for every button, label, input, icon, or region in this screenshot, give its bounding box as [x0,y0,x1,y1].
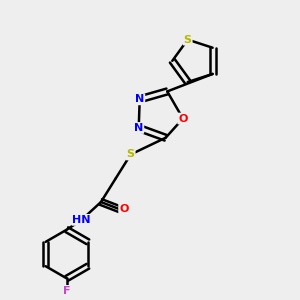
Text: S: S [127,149,135,160]
Text: S: S [184,34,192,45]
Text: F: F [63,286,70,296]
Text: N: N [134,123,143,133]
Text: O: O [178,114,188,124]
Text: HN: HN [72,215,91,225]
Text: N: N [135,94,144,104]
Text: O: O [119,204,128,214]
